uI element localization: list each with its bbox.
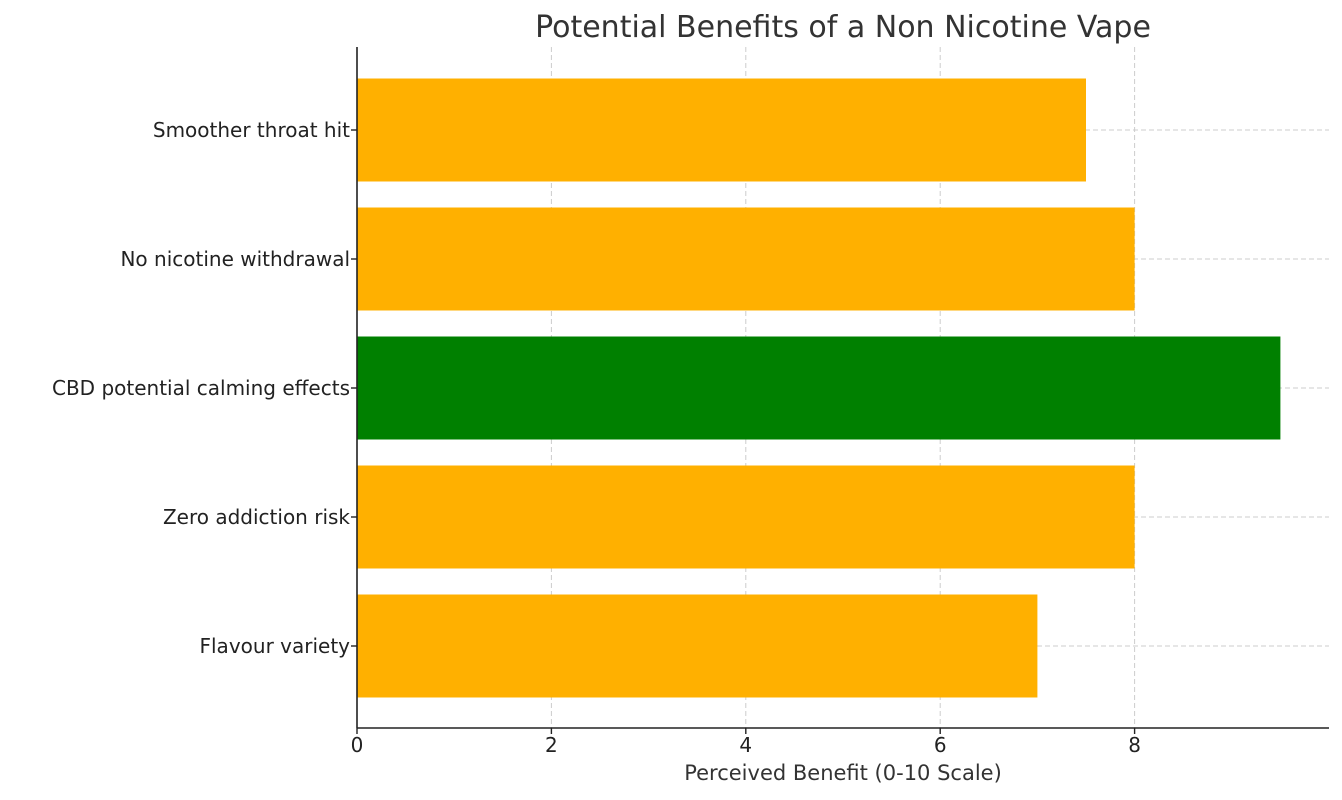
x-tick-label-2: 4 — [739, 733, 752, 757]
x-tick-label-3: 6 — [934, 733, 947, 757]
bar-zero-addiction-risk — [357, 465, 1135, 569]
y-tick-label-0: Smoother throat hit — [153, 118, 350, 142]
x-axis-label: Perceived Benefit (0-10 Scale) — [684, 761, 1002, 785]
y-tick-label-1: No nicotine withdrawal — [120, 247, 350, 271]
y-tick-label-2: CBD potential calming effects — [52, 376, 350, 400]
bar-flavour-variety — [357, 594, 1038, 698]
bar-cbd-potential-calming-effects — [357, 336, 1281, 440]
bar-smoother-throat-hit — [357, 78, 1086, 182]
bars — [357, 78, 1281, 698]
y-tick-label-3: Zero addiction risk — [163, 505, 350, 529]
x-tick-label-0: 0 — [351, 733, 364, 757]
bar-no-nicotine-withdrawal — [357, 207, 1135, 311]
y-axis-ticks: Smoother throat hit No nicotine withdrawa… — [52, 118, 357, 658]
chart-title: Potential Benefits of a Non Nicotine Vap… — [535, 10, 1151, 45]
x-axis-ticks: 0 2 4 6 8 — [351, 728, 1141, 757]
y-tick-label-4: Flavour variety — [200, 634, 351, 658]
x-tick-label-4: 8 — [1128, 733, 1141, 757]
x-tick-label-1: 2 — [545, 733, 558, 757]
